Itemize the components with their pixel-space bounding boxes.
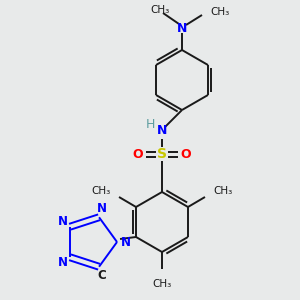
Text: O: O [133, 148, 143, 160]
Text: S: S [157, 147, 167, 161]
Text: N: N [58, 256, 68, 269]
Text: C: C [98, 269, 106, 282]
Text: N: N [121, 236, 131, 248]
Text: CH₃: CH₃ [152, 279, 172, 289]
Text: CH₃: CH₃ [150, 5, 170, 15]
Text: CH₃: CH₃ [213, 186, 232, 196]
Text: N: N [97, 202, 107, 215]
Text: O: O [181, 148, 191, 160]
Text: N: N [157, 124, 167, 136]
Text: H: H [145, 118, 155, 131]
Text: CH₃: CH₃ [210, 7, 229, 17]
Text: N: N [58, 215, 68, 228]
Text: CH₃: CH₃ [92, 186, 111, 196]
Text: N: N [177, 22, 187, 34]
